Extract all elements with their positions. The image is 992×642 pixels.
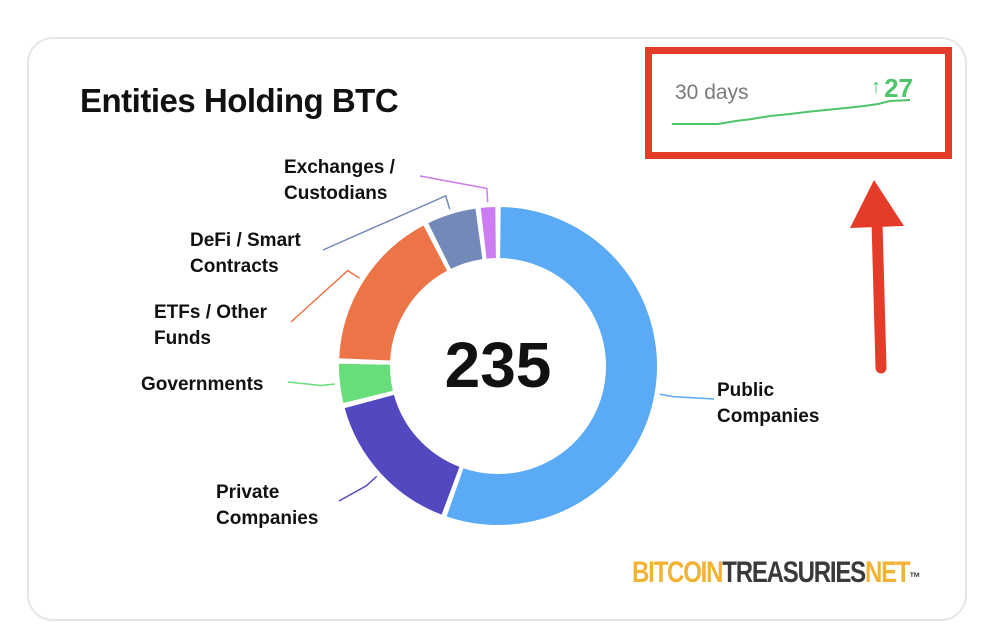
segment-label-defi-smart-contracts: DeFi / Smart Contracts <box>190 230 301 277</box>
leader-line-4 <box>322 194 451 251</box>
donut-slice-private-companies <box>342 392 462 518</box>
segment-label-governments: Governments <box>141 374 264 395</box>
donut-slice-etfs-other-funds <box>337 222 450 363</box>
donut-center-total: 235 <box>444 329 552 401</box>
leader-line-2 <box>287 381 336 387</box>
trend-up-arrow-icon: ↑ <box>871 76 881 98</box>
leader-line-3 <box>290 269 360 323</box>
trend-highlight-box: 30 days ↑ 27 <box>645 47 952 159</box>
donut-slice-governments <box>337 361 396 406</box>
segment-label-public-companies: Public Companies <box>717 380 820 427</box>
donut-slice-defi-smart-contracts <box>425 206 485 272</box>
segment-label-exchanges-custodians: Exchanges / Custodians <box>284 157 395 204</box>
donut-slice-exchanges-custodians <box>478 204 498 261</box>
trend-change-value: 27 <box>884 73 913 103</box>
leader-line-1 <box>338 475 378 502</box>
donut-slice-public-companies <box>444 204 659 527</box>
trend-sparkline <box>672 99 911 125</box>
annotation-arrow-shaft <box>871 216 887 374</box>
segment-label-etfs-other-funds: ETFs / Other Funds <box>154 302 267 349</box>
chart-title: Entities Holding BTC <box>80 82 399 119</box>
trend-period-label: 30 days <box>675 81 749 104</box>
segment-label-private-companies: Private Companies <box>216 482 319 529</box>
bitcoin-treasuries-logo: BITCOINTREASURIESNET™ <box>632 556 921 589</box>
leader-line-5 <box>419 175 489 203</box>
annotation-arrow-head <box>850 180 904 228</box>
leader-line-0 <box>659 393 715 400</box>
